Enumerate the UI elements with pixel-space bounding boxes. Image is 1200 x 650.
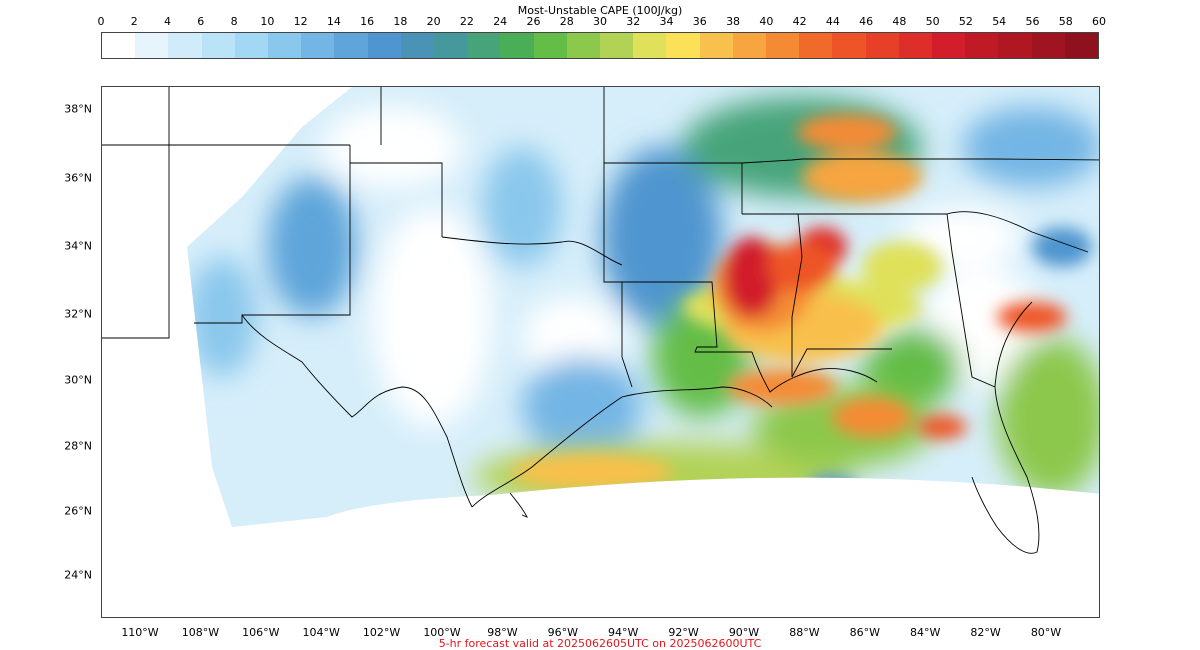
- colorbar-tick-label: 52: [958, 15, 973, 28]
- longitude-label: 90°W: [728, 626, 760, 639]
- colorbar-swatch: [533, 33, 567, 58]
- colorbar-swatch: [268, 33, 302, 58]
- cape-field: [187, 87, 1099, 527]
- forecast-valid-footer: 5-hr forecast valid at 2025062605UTC on …: [438, 637, 762, 650]
- colorbar-swatch: [434, 33, 468, 58]
- colorbar-swatch: [732, 33, 767, 58]
- longitude-label: 102°W: [362, 626, 401, 639]
- colorbar-swatch: [600, 33, 634, 58]
- longitude-label: 84°W: [910, 626, 941, 639]
- colorbar-tick-label: 46: [859, 15, 874, 28]
- colorbar-tick-label: 42: [792, 15, 807, 28]
- colorbar-swatch: [102, 33, 136, 58]
- colorbar-tick-label: 36: [692, 15, 707, 28]
- colorbar-swatch: [566, 33, 601, 58]
- colorbar-tick-label: 26: [526, 15, 541, 28]
- colorbar-tick-label: 56: [1025, 15, 1040, 28]
- colorbar-swatch: [467, 33, 501, 58]
- colorbar-tick-label: 28: [559, 15, 574, 28]
- colorbar-tick-label: 38: [726, 15, 741, 28]
- political-boundaries: [102, 87, 1099, 554]
- longitude-label: 100°W: [423, 626, 461, 639]
- colorbar-swatch: [301, 33, 335, 58]
- colorbar-tick-label: 30: [593, 15, 607, 28]
- longitude-label: 82°W: [970, 626, 1001, 639]
- colorbar-swatch: [832, 33, 866, 58]
- colorbar-tick-label: 12: [293, 15, 308, 28]
- longitude-label: 96°W: [547, 626, 578, 639]
- colorbar-tick-label: 20: [426, 15, 441, 28]
- colorbar-swatch: [898, 33, 933, 58]
- colorbar-swatch: [201, 33, 235, 58]
- colorbar-swatch: [965, 33, 999, 58]
- colorbar-swatch: [699, 33, 733, 58]
- longitude-label: 94°W: [608, 626, 639, 639]
- colorbar-swatch: [135, 33, 169, 58]
- colorbar-tick-label: 50: [925, 15, 940, 28]
- colorbar-tick-label: 60: [1092, 15, 1106, 28]
- colorbar-tick-label: 58: [1058, 15, 1073, 28]
- colorbar-tick-label: 44: [825, 15, 840, 28]
- colorbar-swatch: [234, 33, 269, 58]
- colorbar-tick-labels: 0 2 4 6 8 10 12 14 16 18 20 22 24 26 28 30 32 34 36 38 40 42 4…: [0, 15, 1200, 31]
- latitude-label: 38°N: [64, 102, 92, 116]
- colorbar-tick-label: 24: [493, 15, 508, 28]
- colorbar-swatch: [932, 33, 966, 58]
- colorbar-tick-label: 40: [759, 15, 774, 28]
- longitude-label: 104°W: [302, 626, 340, 639]
- colorbar-swatch: [865, 33, 899, 58]
- latitude-label: 28°N: [64, 439, 92, 453]
- colorbar-swatch: [766, 33, 800, 58]
- colorbar-swatch: [666, 33, 700, 58]
- latitude-label: 24°N: [64, 568, 92, 582]
- colorbar-tick-label: 48: [892, 15, 907, 28]
- colorbar: [101, 32, 1099, 59]
- longitude-label: 86°W: [849, 626, 880, 639]
- colorbar-tick-label: 2: [130, 15, 138, 28]
- colorbar-swatch: [998, 33, 1032, 58]
- longitude-label: 106°W: [242, 626, 280, 639]
- latitude-label: 30°N: [64, 373, 92, 387]
- latitude-label: 26°N: [64, 504, 92, 518]
- colorbar-swatch: [168, 33, 202, 58]
- colorbar-tick-label: 32: [626, 15, 641, 28]
- colorbar-swatch: [633, 33, 667, 58]
- longitude-label: 80°W: [1030, 626, 1062, 639]
- colorbar-tick-label: 14: [326, 15, 341, 28]
- colorbar-swatch: [500, 33, 534, 58]
- colorbar-swatch: [400, 33, 435, 58]
- colorbar-tick-label: 16: [360, 15, 375, 28]
- colorbar-tick-label: 18: [393, 15, 408, 28]
- latitude-label: 36°N: [64, 171, 92, 185]
- colorbar-tick-label: 8: [230, 15, 238, 28]
- latitude-label: 34°N: [64, 239, 92, 253]
- longitude-label: 88°W: [789, 626, 820, 639]
- colorbar-tick-label: 4: [164, 15, 172, 28]
- colorbar-swatch: [334, 33, 368, 58]
- longitude-label: 110°W: [121, 626, 159, 639]
- colorbar-tick-label: 6: [197, 15, 205, 28]
- longitude-label: 108°W: [181, 626, 220, 639]
- colorbar-swatch: [1064, 33, 1099, 58]
- colorbar-tick-label: 34: [659, 15, 674, 28]
- latitude-label: 32°N: [64, 307, 92, 321]
- colorbar-tick-label: 54: [992, 15, 1007, 28]
- colorbar-tick-label: 10: [260, 15, 275, 28]
- colorbar-swatch: [799, 33, 833, 58]
- longitude-label: 92°W: [668, 626, 699, 639]
- colorbar-swatch: [1031, 33, 1065, 58]
- colorbar-tick-label: 22: [459, 15, 474, 28]
- cape-map: [102, 87, 1099, 554]
- longitude-label: 98°W: [487, 626, 518, 639]
- map-panel: [101, 86, 1100, 618]
- colorbar-swatch: [367, 33, 401, 58]
- colorbar-title: Most-Unstable CAPE (100J/kg): [517, 4, 683, 17]
- colorbar-tick-label: 0: [97, 15, 105, 28]
